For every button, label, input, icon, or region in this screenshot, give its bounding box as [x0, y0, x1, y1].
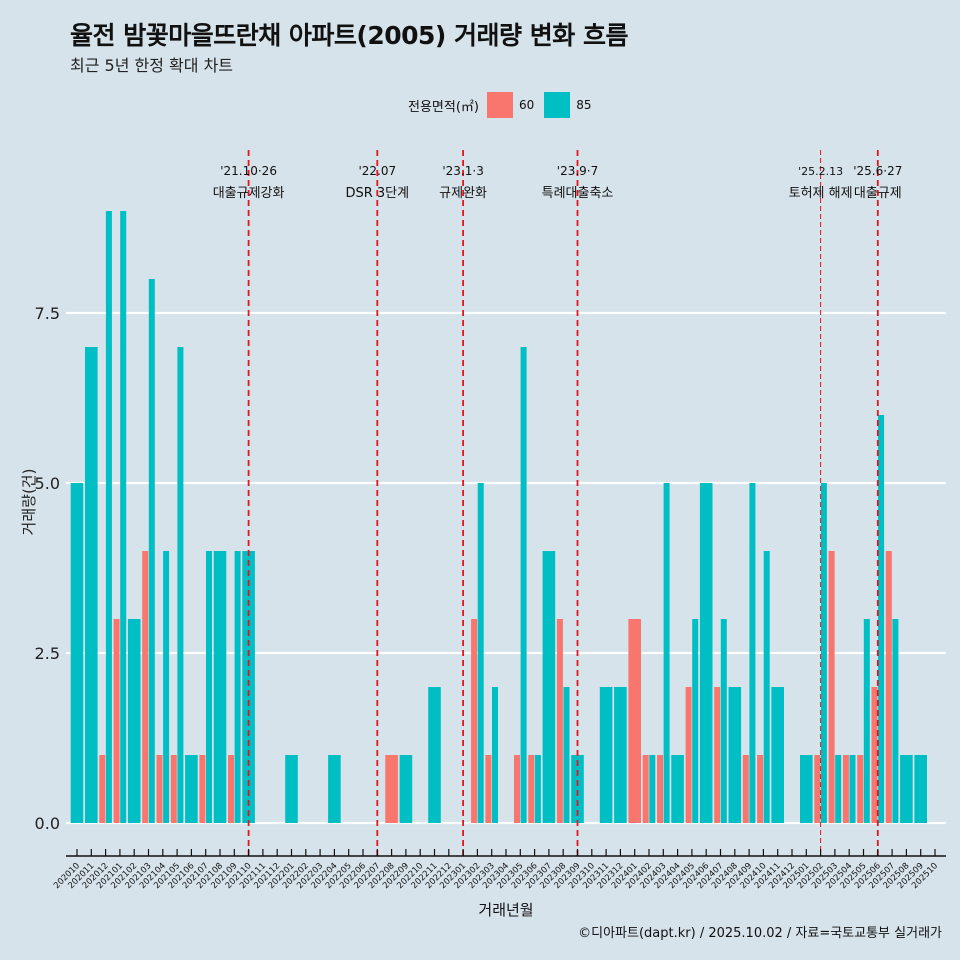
bar-60 [757, 755, 764, 823]
y-axis-title: 거래량(건) [20, 469, 38, 536]
bar-85 [542, 551, 556, 823]
legend-label-60: 60 [518, 98, 535, 112]
bar-60 [142, 551, 149, 823]
bar-60 [857, 755, 864, 823]
bar-85 [599, 687, 613, 823]
bar-85 [571, 755, 584, 823]
bar-60 [156, 755, 163, 823]
bar-85 [614, 687, 627, 823]
bar-60 [871, 687, 878, 823]
bar-85 [699, 483, 713, 823]
bar-85 [849, 755, 856, 823]
bar-85 [127, 619, 141, 823]
bar-85 [428, 687, 441, 823]
bar-85 [492, 687, 498, 823]
bar-85 [878, 415, 885, 823]
bar-60 [228, 755, 234, 823]
bar-85 [863, 619, 870, 823]
bar-60 [556, 619, 563, 823]
y-tick-label: 5.0 [35, 474, 60, 493]
bar-85 [520, 347, 527, 823]
bar-60 [514, 755, 520, 823]
legend-swatch-60 [486, 92, 513, 118]
annotation-label: 토허제 해제 [789, 186, 853, 201]
bar-85 [763, 551, 770, 823]
bar-60 [828, 551, 835, 823]
legend-title: 전용면적(㎡) [408, 99, 479, 115]
bar-60 [657, 755, 663, 823]
bar-85 [213, 551, 227, 823]
bar-85 [477, 483, 484, 823]
bar-85 [120, 211, 127, 823]
bar-85 [105, 211, 112, 823]
bar-85 [749, 483, 756, 823]
bar-85 [728, 687, 742, 823]
bar-85 [85, 347, 98, 823]
annotation-label: 대출규제강화 [213, 186, 285, 201]
bar-60 [714, 687, 721, 823]
bar-85 [206, 551, 212, 823]
annotation-label: DSR 3단계 [345, 186, 409, 201]
bar-60 [199, 755, 206, 823]
bar-85 [328, 755, 341, 823]
annotation-date: '25.2.13 [798, 165, 843, 178]
bar-85 [900, 755, 913, 823]
bar-60 [842, 755, 849, 823]
bar-85 [820, 483, 827, 823]
bar-85 [692, 619, 699, 823]
bar-85 [534, 755, 541, 823]
bar-60 [99, 755, 106, 823]
y-tick-label: 2.5 [35, 644, 60, 663]
bar-85 [663, 483, 670, 823]
annotation-date: '25.6·27 [853, 164, 902, 178]
bar-60 [885, 551, 892, 823]
bar-85 [671, 755, 684, 823]
x-axis-title: 거래년월 [478, 901, 533, 919]
bar-60 [113, 619, 120, 823]
bar-85 [649, 755, 656, 823]
legend-label-85: 85 [576, 98, 592, 112]
bar-85 [835, 755, 842, 823]
bar-85 [242, 551, 255, 823]
y-tick-label: 0.0 [35, 814, 60, 833]
legend-swatch-85 [544, 92, 571, 118]
annotation-date: '21.10·26 [220, 164, 277, 178]
bar-85 [720, 619, 727, 823]
bar-85 [70, 483, 84, 823]
bar-85 [771, 687, 784, 823]
bar-60 [628, 619, 641, 823]
bar-85 [177, 347, 184, 823]
bar-60 [170, 755, 177, 823]
bar-85 [914, 755, 927, 823]
annotation-label: 규제완화 [439, 186, 487, 201]
bar-60 [814, 755, 821, 823]
bar-60 [642, 755, 649, 823]
caption: ©디아파트(dapt.kr) / 2025.10.02 / 자료=국토교통부 실… [578, 926, 942, 941]
bar-85 [285, 755, 298, 823]
bar-85 [892, 619, 899, 823]
chart-title: 율전 밤꽃마을뜨란채 아파트(2005) 거래량 변화 흐름 [70, 21, 628, 50]
bar-85 [563, 687, 570, 823]
bar-60 [742, 755, 749, 823]
bar-85 [185, 755, 198, 823]
bar-85 [148, 279, 155, 823]
bar-85 [234, 551, 241, 823]
annotation-date: '23.9·7 [557, 164, 598, 178]
bar-60 [528, 755, 535, 823]
legend: 전용면적(㎡) 60 85 [408, 92, 602, 118]
chart-subtitle: 최근 5년 한정 확대 차트 [70, 56, 234, 75]
y-tick-label: 7.5 [35, 304, 60, 323]
bar-85 [163, 551, 170, 823]
bar-60 [471, 619, 478, 823]
bar-85 [800, 755, 813, 823]
bar-85 [399, 755, 413, 823]
bar-60 [485, 755, 492, 823]
annotation-label: 대출규제 [854, 186, 902, 201]
bar-60 [385, 755, 398, 823]
bar-60 [685, 687, 692, 823]
annotation-date: '23.1·3 [442, 164, 483, 178]
annotation-date: '22.07 [358, 164, 396, 178]
annotation-label: 특례대출축소 [542, 186, 614, 201]
